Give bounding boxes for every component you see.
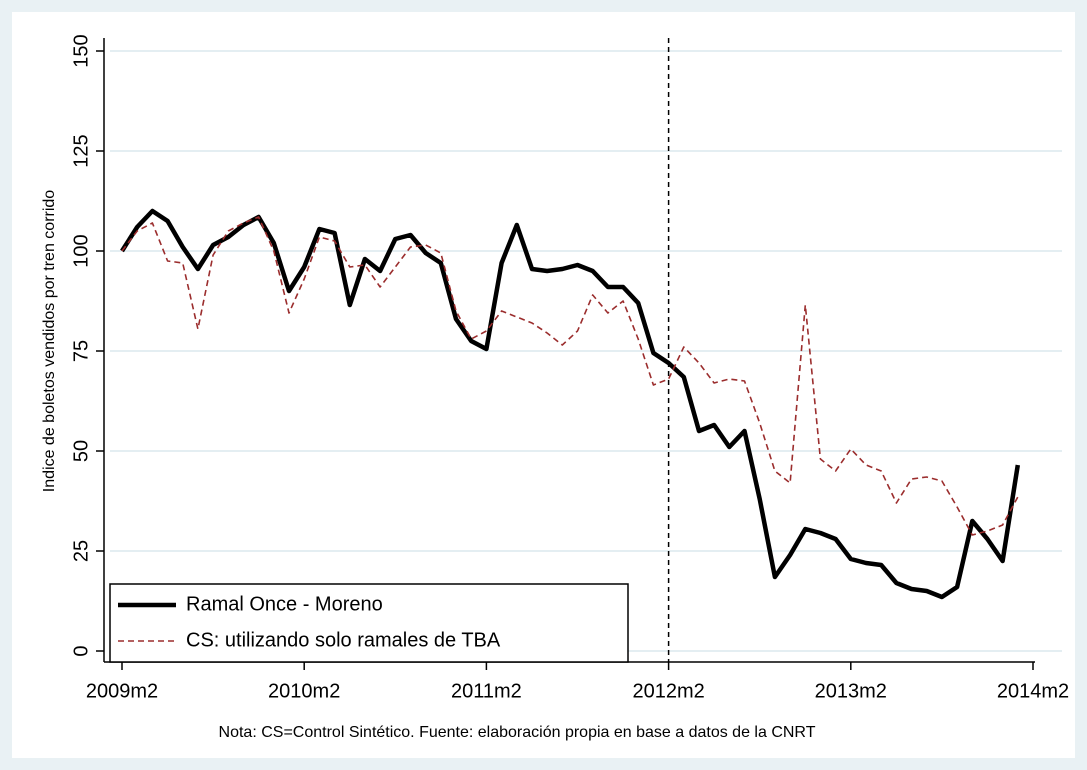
y-tick-label: 75 <box>70 340 92 362</box>
y-tick-label: 25 <box>70 540 92 562</box>
x-tick-label: 2013m2 <box>815 680 887 702</box>
y-tick-label: 125 <box>70 134 92 167</box>
x-tick-label: 2011m2 <box>451 680 522 702</box>
x-tick-label: 2012m2 <box>632 680 704 702</box>
y-tick-label: 150 <box>70 34 92 67</box>
legend-box <box>109 583 629 663</box>
y-tick-label: 0 <box>70 645 92 656</box>
series-line <box>120 208 1021 600</box>
x-tick-label: 2010m2 <box>268 680 340 702</box>
legend-label: CS: utilizando solo ramales de TBA <box>186 629 501 651</box>
x-tick-label: 2014m2 <box>997 680 1069 702</box>
y-axis-label: Indice de boletos vendidos por tren corr… <box>41 190 58 493</box>
note: Nota: CS=Control Sintético. Fuente: elab… <box>219 724 816 741</box>
y-tick-label: 100 <box>70 234 92 267</box>
series-line <box>121 216 1019 536</box>
legend-label: Ramal Once - Moreno <box>186 593 383 615</box>
x-tick-label: 2009m2 <box>86 680 158 702</box>
y-tick-label: 50 <box>70 440 92 462</box>
